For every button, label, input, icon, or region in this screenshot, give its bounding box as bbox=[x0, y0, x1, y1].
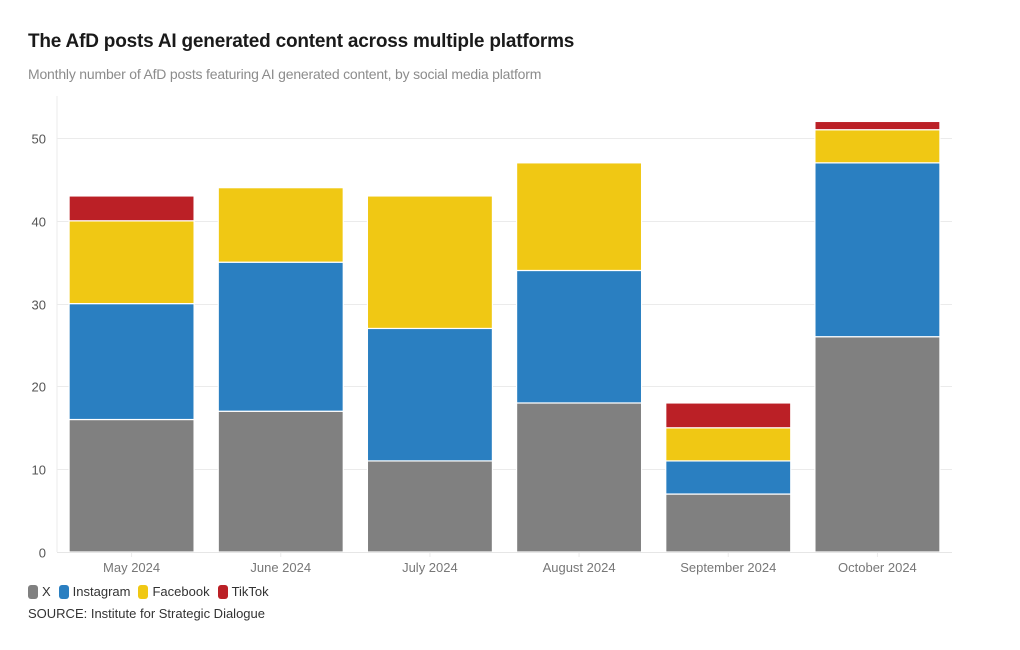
x-tick-label: May 2024 bbox=[103, 560, 160, 575]
chart-subtitle: Monthly number of AfD posts featuring AI… bbox=[28, 66, 542, 82]
legend-label-tiktok: TikTok bbox=[231, 584, 269, 599]
bar-group bbox=[68, 195, 195, 553]
bar-segment-x[interactable] bbox=[515, 402, 643, 553]
legend-label-instagram: Instagram bbox=[72, 584, 131, 599]
legend: X Instagram Facebook TikTok bbox=[28, 584, 277, 599]
y-tick-label: 30 bbox=[32, 298, 46, 313]
legend-swatch-instagram bbox=[58, 584, 69, 599]
legend-item-x[interactable]: X bbox=[28, 584, 51, 599]
bar-segment-instagram[interactable] bbox=[217, 261, 344, 412]
bar-segment-x[interactable] bbox=[814, 336, 941, 553]
legend-swatch-x bbox=[28, 584, 38, 599]
legend-label-x: X bbox=[42, 584, 51, 599]
bar-segment-facebook[interactable] bbox=[814, 129, 941, 164]
bar-segment-instagram[interactable] bbox=[665, 460, 792, 495]
bar-group bbox=[217, 187, 344, 553]
bar-segment-x[interactable] bbox=[665, 493, 792, 553]
bar-group bbox=[366, 195, 494, 553]
chart-title: The AfD posts AI generated content acros… bbox=[28, 31, 575, 52]
bar-segment-facebook[interactable] bbox=[515, 162, 643, 272]
bar-segment-tiktok[interactable] bbox=[814, 120, 941, 131]
legend-swatch-facebook bbox=[138, 584, 149, 599]
x-tick-label: October 2024 bbox=[838, 560, 917, 575]
legend-item-facebook[interactable]: Facebook bbox=[138, 584, 210, 599]
bar-segment-instagram[interactable] bbox=[68, 303, 195, 421]
source-note: SOURCE: Institute for Strategic Dialogue bbox=[28, 606, 265, 621]
bar-segment-x[interactable] bbox=[68, 418, 195, 553]
legend-label-facebook: Facebook bbox=[152, 584, 210, 599]
x-tick-label: August 2024 bbox=[543, 560, 616, 575]
legend-item-tiktok[interactable]: TikTok bbox=[217, 584, 269, 599]
bar-segment-instagram[interactable] bbox=[515, 269, 643, 404]
x-tick-label: September 2024 bbox=[680, 560, 776, 575]
bar-segment-facebook[interactable] bbox=[366, 195, 494, 330]
bar-segment-tiktok[interactable] bbox=[68, 195, 195, 222]
bar-group bbox=[665, 402, 792, 553]
y-axis-ticks: 0 10 20 30 40 50 bbox=[32, 132, 46, 561]
x-tick-label: June 2024 bbox=[250, 560, 311, 575]
bar-group bbox=[814, 120, 941, 553]
bar-segment-facebook[interactable] bbox=[665, 427, 792, 462]
bar-segment-instagram[interactable] bbox=[814, 162, 941, 338]
bars bbox=[68, 120, 941, 553]
x-axis-ticks: May 2024 June 2024 July 2024 August 2024 Sep… bbox=[57, 552, 952, 575]
bar-segment-x[interactable] bbox=[366, 460, 494, 553]
y-tick-label: 50 bbox=[32, 132, 46, 147]
bar-segment-tiktok[interactable] bbox=[665, 402, 792, 429]
y-tick-label: 0 bbox=[39, 546, 46, 561]
bar-segment-facebook[interactable] bbox=[68, 220, 195, 305]
bar-segment-instagram[interactable] bbox=[366, 327, 494, 462]
x-tick-label: July 2024 bbox=[402, 560, 458, 575]
bar-segment-x[interactable] bbox=[217, 410, 344, 553]
bar-group bbox=[515, 162, 643, 553]
y-tick-label: 10 bbox=[32, 463, 46, 478]
y-tick-label: 40 bbox=[32, 215, 46, 230]
y-tick-label: 20 bbox=[32, 380, 46, 395]
bar-segment-facebook[interactable] bbox=[217, 187, 344, 263]
legend-item-instagram[interactable]: Instagram bbox=[58, 584, 131, 599]
legend-swatch-tiktok bbox=[217, 584, 228, 599]
